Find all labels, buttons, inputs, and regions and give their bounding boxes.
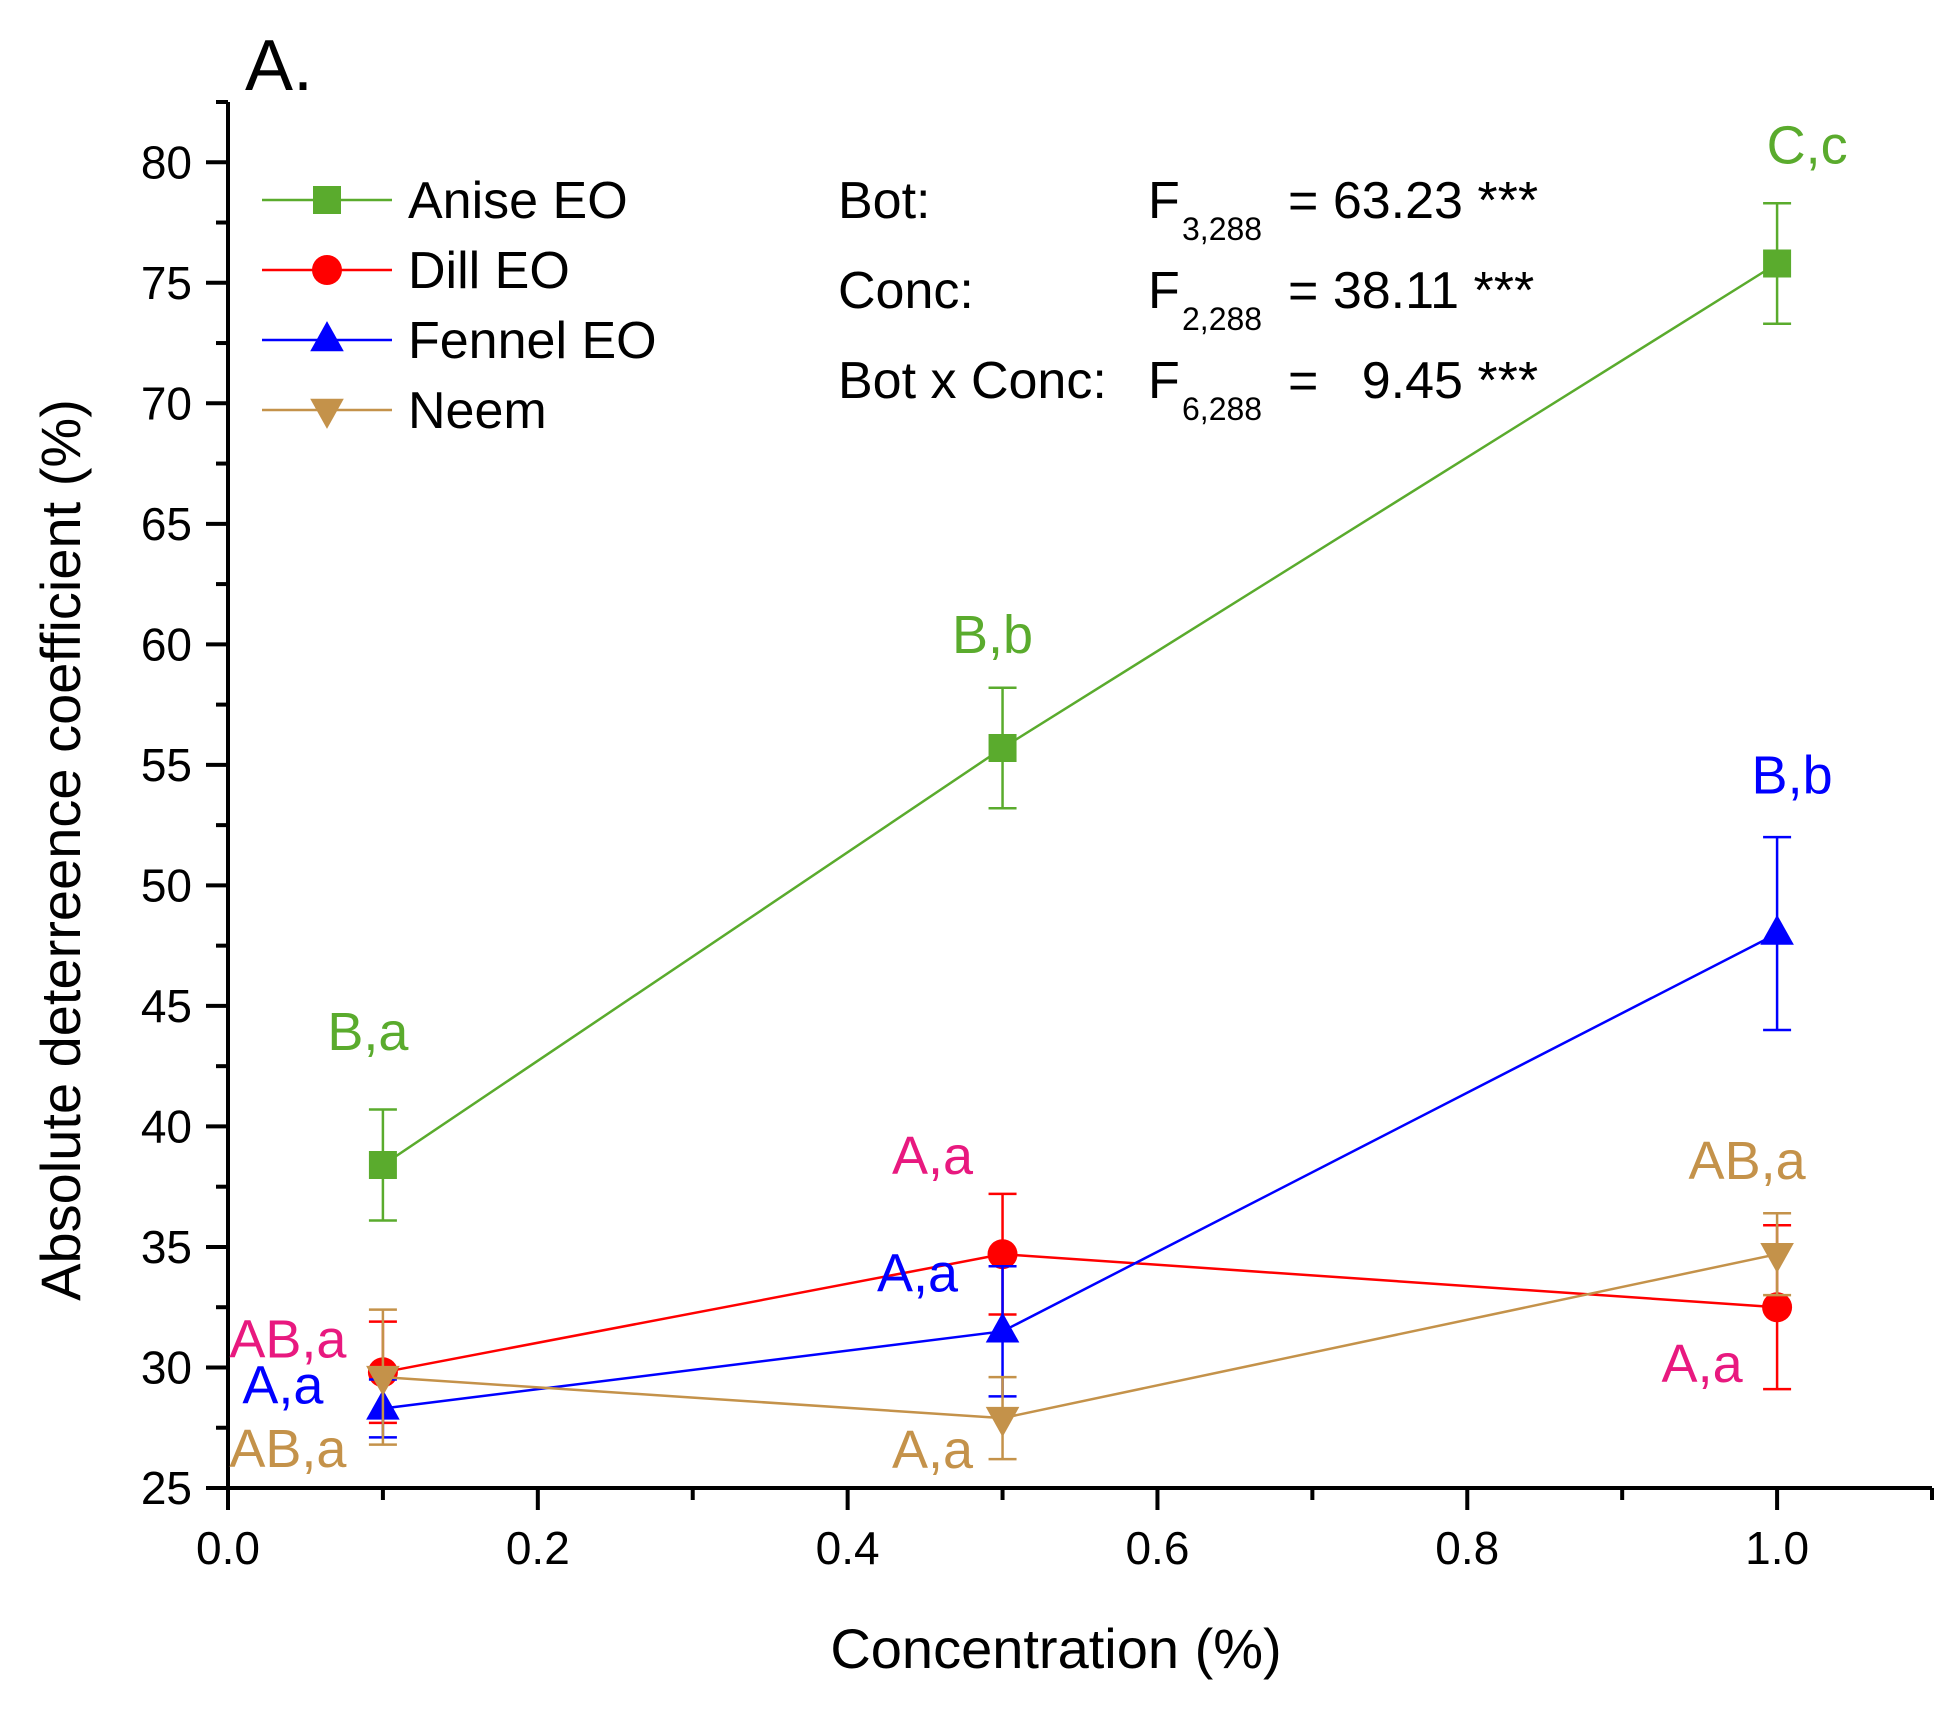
stat-f: F: [1148, 352, 1180, 410]
stat-label: Bot x Conc:: [838, 352, 1107, 410]
y-tick-label: 50: [141, 859, 192, 911]
series-line: [382, 1252, 1778, 1374]
legend-item: Anise EO: [262, 172, 628, 230]
data-point: [1760, 1242, 1794, 1274]
series-fennel-eo: A,a A,a B,b: [242, 746, 1833, 1439]
series-line: [382, 932, 1778, 1410]
data-point: [1763, 249, 1792, 278]
x-tick-label: 0.6: [1125, 1522, 1189, 1574]
significance-letter: AB,a: [229, 1419, 347, 1479]
significance-letter: A,a: [1662, 1334, 1744, 1394]
stats-box: Bot: F 3,288 = 63.23 ***Conc: F 2,288 = 38.11 …: [838, 172, 1538, 427]
x-tick-label: 1.0: [1745, 1522, 1809, 1574]
stat-row: Conc: F 2,288 = 38.11 ***: [838, 262, 1534, 337]
y-tick-label: 40: [141, 1100, 192, 1152]
data-point: [368, 1151, 397, 1180]
stat-f: F: [1148, 172, 1180, 230]
y-tick-label: 35: [141, 1221, 192, 1273]
significance-letter: A,a: [242, 1355, 324, 1415]
legend-marker: [310, 321, 344, 352]
legend-label: Neem: [408, 382, 547, 440]
significance-letter: B,a: [327, 1002, 409, 1062]
legend-marker: [312, 255, 342, 285]
stat-value: = 63.23 ***: [1288, 172, 1538, 230]
legend-marker: [313, 186, 341, 214]
y-tick-label: 75: [141, 257, 192, 309]
data-point: [988, 733, 1017, 762]
x-tick-label: 0.4: [816, 1522, 880, 1574]
data-point: [1760, 914, 1794, 945]
significance-letter: B,b: [952, 605, 1033, 665]
data-point: [987, 1239, 1018, 1270]
stat-row: Bot x Conc: F 6,288 = 9.45 ***: [838, 352, 1538, 427]
x-axis-title: Concentration (%): [830, 1617, 1281, 1680]
stat-label: Conc:: [838, 262, 974, 320]
significance-letter: A,a: [892, 1420, 974, 1480]
plot-area: B,aB,bC,cAB,aA,aA,aA,aA,aB,bAB,a A,aAB,a: [229, 115, 1847, 1480]
stat-label: Bot:: [838, 172, 931, 230]
significance-letter: C,c: [1767, 115, 1848, 175]
y-tick-label: 45: [141, 980, 192, 1032]
x-tick-label: 0.2: [506, 1522, 570, 1574]
legend-item: Dill EO: [262, 242, 570, 300]
stat-df: 3,288: [1182, 211, 1262, 247]
y-tick-label: 30: [141, 1341, 192, 1393]
stat-f: F: [1148, 262, 1180, 320]
y-tick-label: 60: [141, 618, 192, 670]
stat-row: Bot: F 3,288 = 63.23 ***: [838, 172, 1538, 247]
x-tick-label: 0.0: [196, 1522, 260, 1574]
legend-item: Fennel EO: [262, 312, 657, 370]
data-point: [366, 1365, 400, 1397]
data-point: [985, 1312, 1020, 1343]
significance-letter: AB,a: [229, 1309, 347, 1369]
x-tick-label: 0.8: [1435, 1522, 1499, 1574]
panel-label: A.: [245, 26, 313, 106]
series-line: [382, 1252, 1778, 1420]
series-dill-eo: AB,aA,aA,a: [229, 1126, 1793, 1425]
y-axis-title: Absolute deterreence coefficient (%): [29, 399, 92, 1301]
significance-letter: B,b: [1752, 746, 1833, 806]
legend-label: Dill EO: [408, 242, 570, 300]
y-tick-label: 70: [141, 377, 192, 429]
stat-df: 2,288: [1182, 301, 1262, 337]
stat-df: 6,288: [1182, 391, 1262, 427]
series-anise-eo: B,a B,b C,c: [327, 115, 1848, 1222]
legend-label: Anise EO: [408, 172, 628, 230]
significance-letter: A,a: [877, 1243, 959, 1303]
y-tick-label: 55: [141, 739, 192, 791]
significance-letter: AB,a: [1689, 1131, 1807, 1191]
legend-label: Fennel EO: [408, 312, 657, 370]
series-neem: AB,a A,aAB,a: [229, 1131, 1806, 1480]
legend-marker: [310, 398, 344, 429]
data-point: [985, 1406, 1020, 1437]
stat-value: = 9.45 ***: [1288, 352, 1538, 410]
significance-letter: A,a: [892, 1126, 974, 1186]
stat-value: = 38.11 ***: [1288, 262, 1534, 320]
axes: 25 30 35 40 45 50 55 60 65 70 75 80 0.0 0.2 0.4 0.6 0.8 1…: [141, 100, 1934, 1574]
data-point: [1762, 1292, 1793, 1323]
y-tick-label: 80: [141, 136, 192, 188]
legend: Anise EO Dill EO Fennel EO Neem: [262, 172, 657, 440]
y-tick-label: 25: [141, 1462, 192, 1514]
y-tick-label: 65: [141, 498, 192, 550]
legend-item: Neem: [262, 382, 547, 440]
